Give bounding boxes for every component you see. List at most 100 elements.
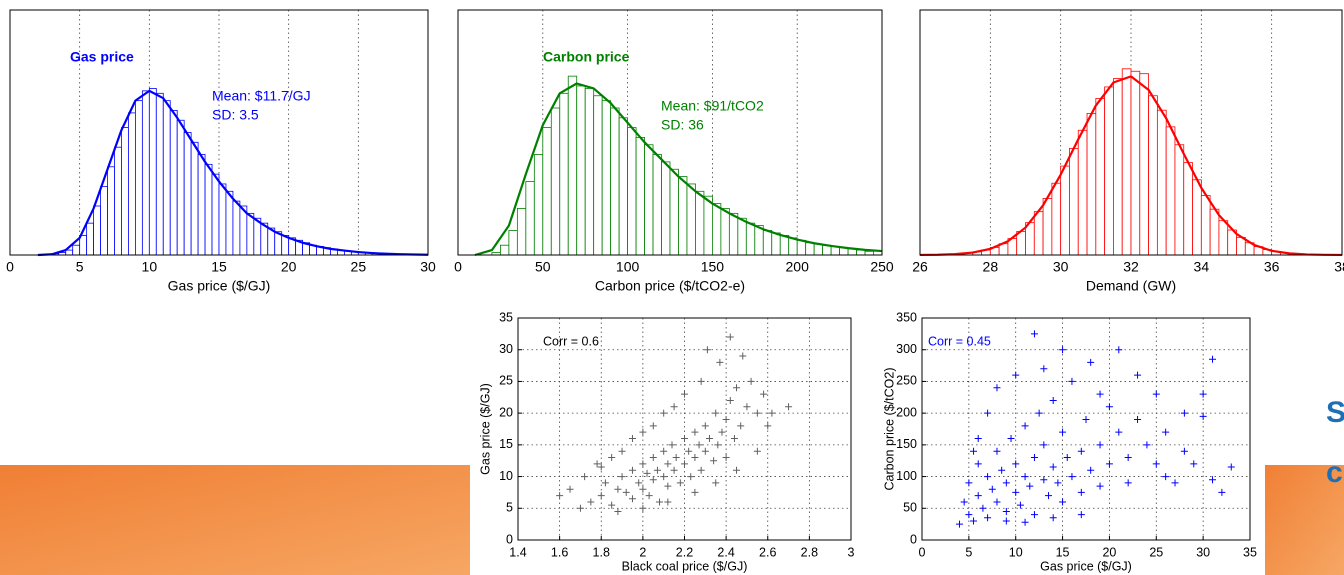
scatter-point <box>691 454 699 462</box>
annotation: SD: 3.5 <box>212 107 259 123</box>
scatter-point <box>1021 518 1029 526</box>
scatter-point <box>1030 330 1038 338</box>
scatter-point <box>1045 492 1053 500</box>
scatter-point <box>608 501 616 509</box>
scatter-point <box>1040 476 1048 484</box>
x-tick-label: 50 <box>535 259 551 275</box>
x-tick-label: 32 <box>1123 259 1139 275</box>
scatter-point <box>1012 371 1020 379</box>
plot-title: Carbon price <box>543 49 630 65</box>
y-tick-label: 0 <box>910 532 917 546</box>
histogram-bar <box>107 166 115 256</box>
histogram-bar <box>232 200 241 256</box>
histogram-bar <box>779 234 790 256</box>
scatter-point <box>1180 409 1188 417</box>
scatter-point <box>993 384 1001 392</box>
histogram-bar <box>720 208 730 256</box>
orange-band <box>0 465 480 575</box>
histogram-bar <box>190 141 199 256</box>
histogram-bar <box>253 217 262 256</box>
y-tick-label: 200 <box>896 405 917 419</box>
scatter-point <box>1012 460 1020 468</box>
annotation: Mean: $91/tCO2 <box>661 98 764 114</box>
histogram-bar <box>1016 231 1026 256</box>
scatter-point <box>593 460 601 468</box>
scatter-point <box>974 492 982 500</box>
scatter-point <box>733 466 741 474</box>
scatter-point <box>1030 511 1038 519</box>
scatter-point <box>710 457 718 465</box>
histogram-bar <box>86 222 94 256</box>
x-tick-label: 15 <box>1056 545 1070 559</box>
scatter-point <box>753 409 761 417</box>
scatter-point <box>998 466 1006 474</box>
histogram-bar <box>197 154 206 256</box>
scatter-point <box>1021 422 1029 430</box>
x-tick-label: 2.4 <box>717 545 734 559</box>
scatter-point <box>753 447 761 455</box>
scatter-point <box>703 346 711 354</box>
scatter-point <box>1199 390 1207 398</box>
scatter-point <box>1087 358 1095 366</box>
scatter-point <box>970 517 978 525</box>
histogram-bar <box>516 208 527 256</box>
y-tick-label: 15 <box>499 437 513 451</box>
histogram-bar <box>155 92 164 256</box>
scatter-point <box>739 352 747 360</box>
histogram-bar <box>114 146 122 256</box>
histogram-bar <box>1051 182 1062 256</box>
histogram-bar <box>72 244 81 256</box>
scatter-point <box>691 428 699 436</box>
scatter-point <box>1162 473 1170 481</box>
histogram-bar <box>550 107 561 256</box>
histogram-bar <box>635 136 645 256</box>
fit-curve <box>474 82 883 257</box>
histogram-bar <box>1042 198 1053 256</box>
scatter-point <box>974 460 982 468</box>
x-tick-label: 10 <box>1009 545 1023 559</box>
scatter-point <box>608 454 616 462</box>
histogram-bar <box>576 85 586 256</box>
scatter-point <box>785 403 793 411</box>
scatter-point <box>955 520 963 528</box>
x-tick-label: 20 <box>281 259 297 275</box>
scatter-point <box>695 441 703 449</box>
scatter-point <box>618 447 626 455</box>
histogram-bar <box>796 239 807 256</box>
y-tick-label: 100 <box>896 469 917 483</box>
plot-area <box>922 318 1250 540</box>
histogram-bar <box>601 100 612 256</box>
annotation: Corr = 0.6 <box>543 334 599 348</box>
x-axis-label: Carbon price ($/tCO2-e) <box>595 278 745 294</box>
scatter-point <box>576 504 584 512</box>
scatter-point <box>726 396 734 404</box>
scatter-point <box>670 466 678 474</box>
scatter-point <box>722 454 730 462</box>
histogram-bar <box>1033 211 1044 256</box>
scatter-point <box>1026 482 1034 490</box>
histogram-bar <box>712 203 722 256</box>
scatter-point <box>1059 346 1067 354</box>
scatter-point <box>1082 415 1090 423</box>
scatter-point <box>1124 454 1132 462</box>
scatter-point <box>1209 355 1217 363</box>
histogram-bar <box>593 95 603 256</box>
y-tick-label: 0 <box>506 532 513 546</box>
plot-frame <box>517 317 852 541</box>
histogram-bar <box>211 173 220 256</box>
histogram-bar <box>508 230 518 256</box>
scatter-point <box>1059 498 1067 506</box>
x-tick-label: 30 <box>420 259 436 275</box>
scatter-point <box>581 473 589 481</box>
histogram-bar <box>79 234 88 256</box>
scatter-point <box>1134 415 1142 423</box>
fit-curve <box>37 89 429 257</box>
annotation: SD: 36 <box>661 117 704 133</box>
histogram-bar <box>134 100 143 256</box>
histogram-bar <box>204 163 213 256</box>
x-axis-label: Black coal price ($/GJ) <box>622 559 748 573</box>
histogram-bar <box>65 249 74 256</box>
scatter-point <box>979 504 987 512</box>
scatter-point <box>764 422 772 430</box>
histogram-bar <box>1086 112 1097 256</box>
